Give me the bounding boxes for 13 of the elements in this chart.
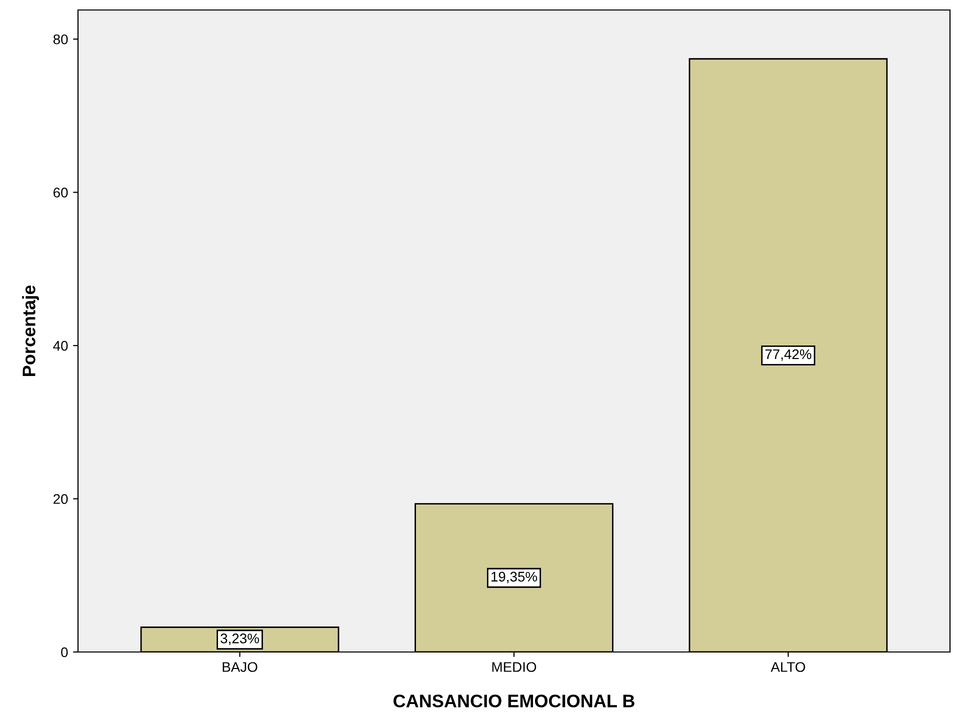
y-tick-label: 20 [54, 494, 68, 504]
data-label: 77,42% [765, 349, 812, 361]
y-tick-label: 60 [54, 188, 68, 198]
y-axis-title: Porcentaje [22, 285, 39, 376]
data-label: 3,23% [220, 634, 259, 645]
x-tick-label: ALTO [770, 662, 806, 672]
data-label: 19,35% [492, 572, 538, 584]
x-axis-title: CANSANCIO EMOCIONAL B [394, 694, 634, 708]
y-tick-label: 80 [53, 34, 68, 44]
x-tick-label: BAJO [222, 662, 258, 672]
x-tick-label: MEDIO [492, 662, 536, 672]
y-tick-label: 40 [53, 340, 68, 351]
y-tick-label: 0 [61, 647, 68, 658]
